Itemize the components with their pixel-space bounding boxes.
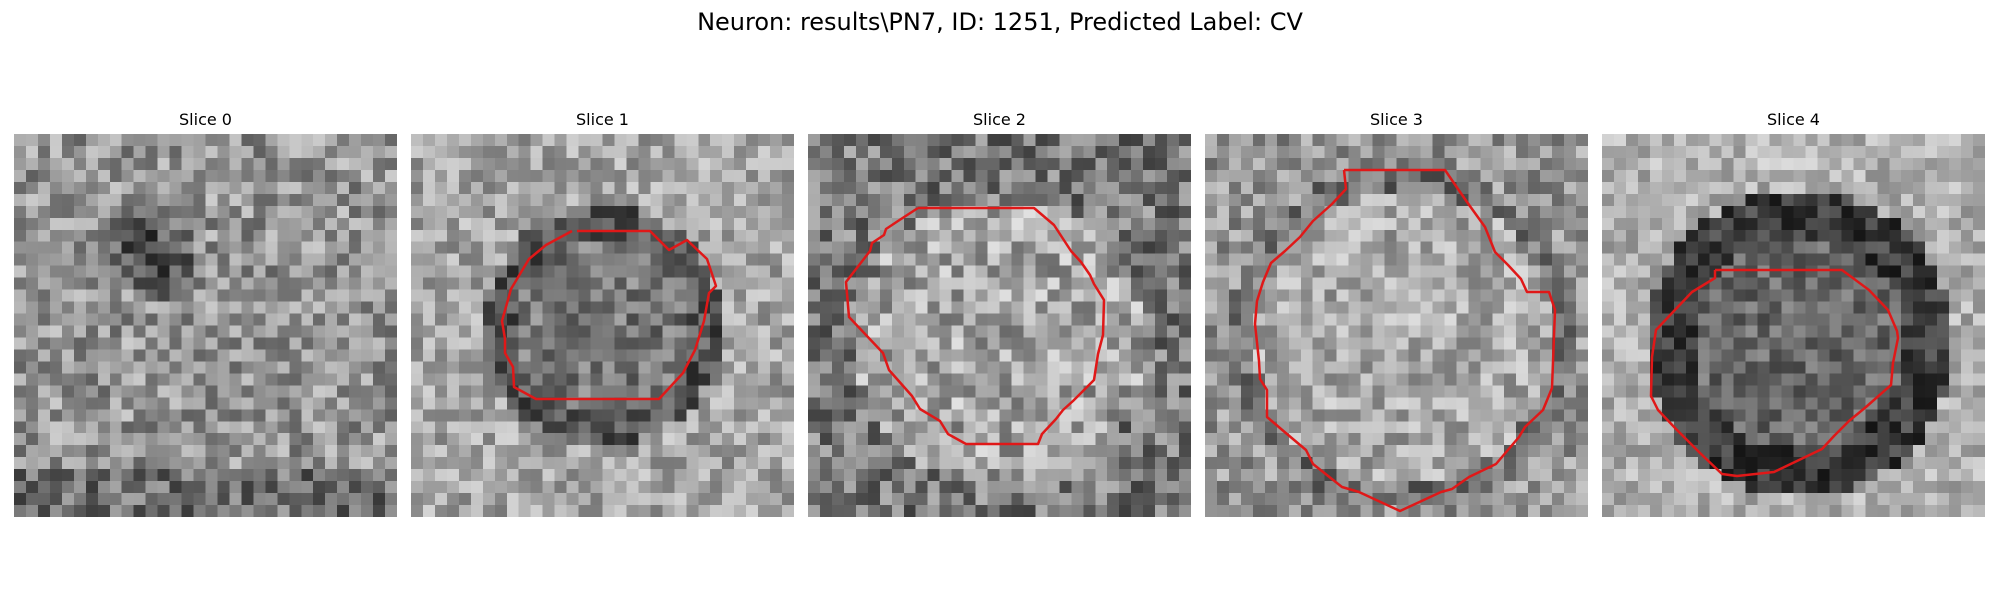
slice-title: Slice 2 [973,110,1026,129]
contour-overlay [1253,168,1557,513]
contour-outline [500,229,718,401]
grayscale-image [808,134,1191,517]
slice-panel-4: Slice 4 [1602,110,1985,517]
slice-panel-3: Slice 3 [1205,110,1588,517]
slice-image [808,134,1191,517]
grayscale-image [1205,134,1588,517]
contour-overlay [1649,268,1900,478]
slice-title: Slice 1 [576,110,629,129]
slice-title: Slice 3 [1370,110,1423,129]
slice-panel-1: Slice 1 [411,110,794,517]
grayscale-image [411,134,794,517]
contour-outline [1649,268,1900,478]
grayscale-image [1602,134,1985,517]
slice-panel-2: Slice 2 [808,110,1191,517]
grayscale-image [14,134,397,517]
contour-outline [844,206,1106,446]
figure-title: Neuron: results\PN7, ID: 1251, Predicted… [697,8,1303,36]
slice-image [1602,134,1985,517]
slice-title: Slice 4 [1767,110,1820,129]
contour-overlay [844,206,1106,446]
slice-image [14,134,397,517]
slice-image [1205,134,1588,517]
slice-title: Slice 0 [179,110,232,129]
contour-outline [1253,168,1557,513]
contour-overlay [500,229,718,401]
slice-image [411,134,794,517]
slice-panel-0: Slice 0 [14,110,397,517]
